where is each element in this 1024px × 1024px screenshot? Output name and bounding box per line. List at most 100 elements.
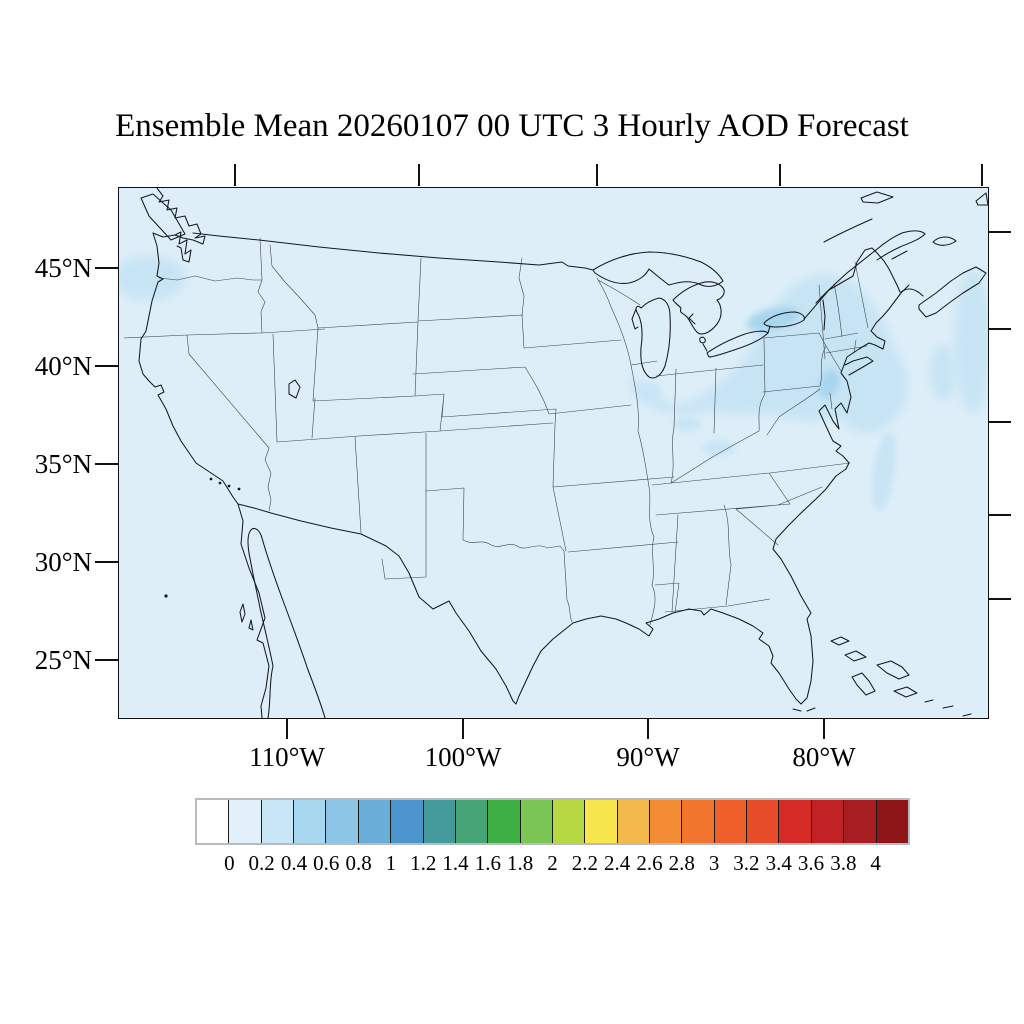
map-panel [118,187,989,719]
colorbar-cell-19 [810,800,844,843]
colorbar-tick-label-1.6: 1.6 [474,851,501,875]
lon-tick-80w [823,719,825,739]
colorbar-cell-5 [357,800,391,843]
lat-tick-35n [95,463,118,465]
colorbar-cell-0 [197,800,229,843]
colorbar-tick-label-2.4: 2.4 [604,851,631,875]
colorbar-cell-9 [487,800,520,843]
us-mexico-border [237,503,517,705]
right-tick-4 [989,514,1011,516]
aod-contour-patches [119,256,988,511]
niagara-river [767,325,771,334]
lon-tick-110w [286,719,288,739]
lat-label-40n: 40°N [34,351,92,381]
colorbar-tick-label-4: 4 [870,851,881,875]
colorbar-tick-label-1.4: 1.4 [442,851,469,875]
colorbar-tick-label-1.2: 1.2 [410,851,437,875]
green-bay [631,308,639,330]
bahamas-islands [830,636,972,717]
aod-patch-northeast [629,274,908,434]
colorbar-cell-6 [390,800,423,843]
guadalupe-island [164,594,168,598]
coast-atlantic [772,284,910,705]
colorbar-cell-1 [228,800,261,843]
colorbar-cell-3 [293,800,326,843]
colorbar-cell-8 [454,800,488,843]
lake-michigan [635,297,671,379]
colorbar-cell-10 [519,800,552,843]
colorbar-tick-label-0.8: 0.8 [345,851,372,875]
coast-us-west [138,232,239,505]
lon-label-100w: 100°W [424,742,502,772]
great-salt-lake [288,379,301,399]
colorbar-tick-label-3.2: 3.2 [733,851,760,875]
coastlines [138,188,988,718]
nova-scotia [918,266,987,318]
colorbar-tick-label-0: 0 [224,851,235,875]
florida-keys [792,707,816,712]
lat-tick-45n [95,267,118,269]
maine-canada-border [852,247,901,293]
colorbar-cell-7 [422,800,455,843]
new-brunswick-coast [900,288,924,297]
top-tick-3 [596,164,598,186]
colorbar-cell-20 [843,800,876,843]
right-tick-1 [989,231,1011,233]
state-borders-midwest [596,277,766,626]
colorbar-cell-17 [746,800,779,843]
coast-gulf-of-mexico [515,608,802,705]
coast-baja-outer [237,503,270,718]
lon-tick-90w [647,719,649,739]
lat-tick-30n [95,561,118,563]
colorbar-tick-label-0.4: 0.4 [280,851,308,875]
state-borders [123,237,869,626]
saginaw-bay [688,313,696,325]
anticosti-island [860,191,894,204]
colorbar-cell-16 [713,800,747,843]
colorbar-cell-4 [325,800,358,843]
colorbar-tick-label-0.2: 0.2 [248,851,275,875]
colorbar-cell-21 [875,800,908,843]
colorbar-tick-label-1.8: 1.8 [507,851,534,875]
lat-label-30n: 30°N [34,547,92,577]
newfoundland-fragment [975,192,988,206]
coast-british-columbia [152,188,206,245]
canada-border-49n [192,232,594,271]
lake-champlain [822,299,826,331]
colorbar-tick-label-3: 3 [708,851,720,875]
lon-label-80w: 80°W [792,742,856,772]
channel-island-4 [237,487,241,491]
state-borders-south [651,462,851,614]
colorbar-tick-label-3.8: 3.8 [830,851,857,875]
small-islands [164,477,241,598]
aod-patch-atlantic-east [955,269,988,413]
colorbar-cell-2 [260,800,294,843]
colorbar-tick-label-3.6: 3.6 [797,851,825,875]
aod-patch-ohio-valley [703,440,735,456]
state-borders-west [123,237,557,580]
right-tick-5 [989,598,1011,600]
channel-island-2 [218,481,222,485]
aod-patch-atlantic-east-2 [930,345,956,401]
lon-label-110w: 110°W [249,742,325,772]
lake-huron [672,281,725,335]
gaspe-peninsula [875,230,926,261]
colorbar-tick-label-2.8: 2.8 [668,851,695,875]
coast-puget-sound [174,231,192,263]
lat-label-35n: 35°N [34,449,92,479]
top-tick-5 [981,164,983,186]
top-tick-4 [779,164,781,186]
aod-patch-indiana [673,417,701,431]
aod-patch-pacific-nw [119,256,185,300]
colorbar-cell-11 [551,800,585,843]
colorbar-tick-label-0.6: 0.6 [313,851,340,875]
channel-island-3 [227,484,231,488]
gulf-islands [239,603,254,631]
right-tick-3 [989,421,1011,423]
lon-label-90w: 90°W [616,742,680,772]
lon-tick-100w [462,719,464,739]
colorbar-tick-label-1: 1 [385,851,397,875]
lat-tick-25n [95,659,118,661]
colorbar-cell-13 [616,800,650,843]
